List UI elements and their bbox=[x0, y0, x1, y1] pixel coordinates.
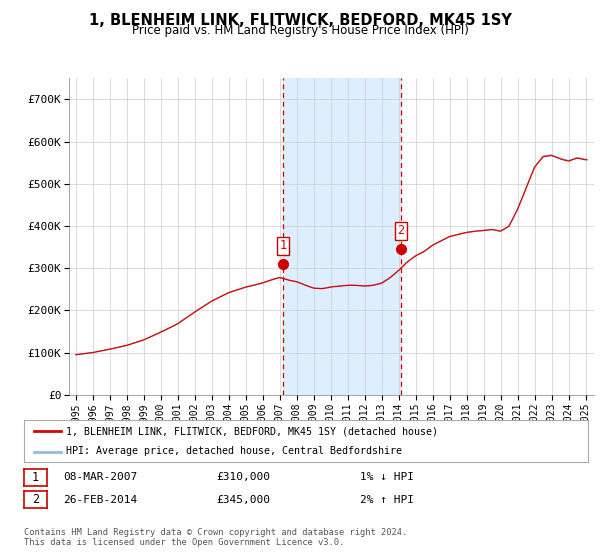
Text: 26-FEB-2014: 26-FEB-2014 bbox=[63, 494, 137, 505]
Text: £310,000: £310,000 bbox=[216, 472, 270, 482]
Text: 08-MAR-2007: 08-MAR-2007 bbox=[63, 472, 137, 482]
Text: 2: 2 bbox=[398, 225, 405, 237]
Text: 1: 1 bbox=[32, 470, 39, 484]
Text: £345,000: £345,000 bbox=[216, 494, 270, 505]
Text: 1, BLENHEIM LINK, FLITWICK, BEDFORD, MK45 1SY: 1, BLENHEIM LINK, FLITWICK, BEDFORD, MK4… bbox=[89, 13, 511, 28]
Text: 1: 1 bbox=[279, 239, 286, 252]
Text: HPI: Average price, detached house, Central Bedfordshire: HPI: Average price, detached house, Cent… bbox=[66, 446, 403, 456]
Text: 2: 2 bbox=[32, 493, 39, 506]
Text: Contains HM Land Registry data © Crown copyright and database right 2024.
This d: Contains HM Land Registry data © Crown c… bbox=[24, 528, 407, 547]
Text: 1% ↓ HPI: 1% ↓ HPI bbox=[360, 472, 414, 482]
Text: 2% ↑ HPI: 2% ↑ HPI bbox=[360, 494, 414, 505]
Text: Price paid vs. HM Land Registry's House Price Index (HPI): Price paid vs. HM Land Registry's House … bbox=[131, 24, 469, 37]
Text: 1, BLENHEIM LINK, FLITWICK, BEDFORD, MK45 1SY (detached house): 1, BLENHEIM LINK, FLITWICK, BEDFORD, MK4… bbox=[66, 426, 438, 436]
Bar bbox=[283, 78, 401, 395]
